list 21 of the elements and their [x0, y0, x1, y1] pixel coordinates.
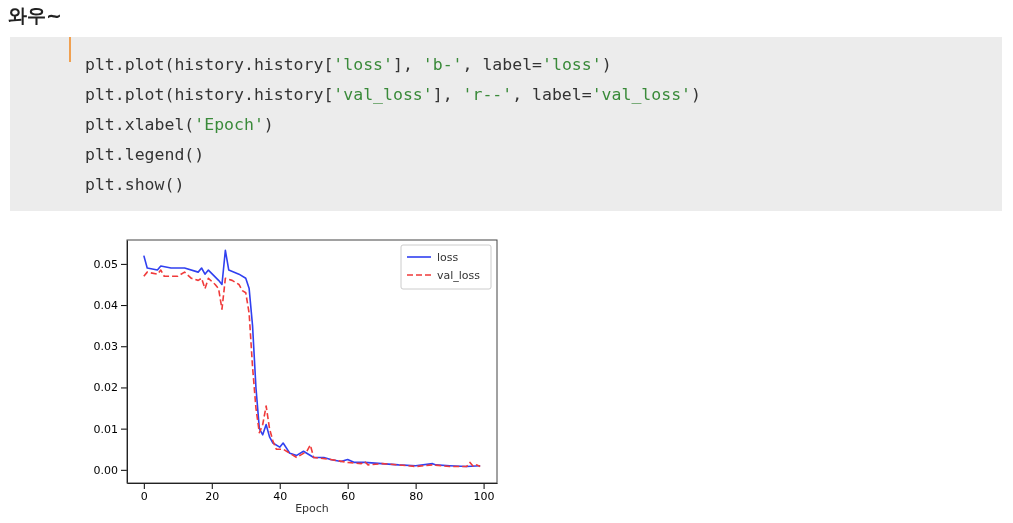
x-tick-label: 40: [273, 489, 288, 503]
text: plt.plot(history.history['loss'], 'b-', label='loss'): [85, 55, 612, 74]
y-tick-label: 0.04: [93, 299, 118, 313]
x-tick-label: 0: [140, 489, 148, 503]
text: plt.xlabel('Epoch'): [85, 115, 274, 134]
x-tick-label: 60: [341, 489, 356, 503]
y-tick-label: 0.01: [93, 422, 118, 436]
legend-label: val_loss: [437, 269, 481, 282]
x-axis-title: Epoch: [295, 502, 329, 515]
y-tick-label: 0.05: [93, 257, 118, 271]
y-tick-label: 0.00: [93, 463, 118, 477]
x-tick-label: 100: [473, 489, 495, 503]
x-tick-label: 80: [409, 489, 424, 503]
x-tick-label: 20: [205, 489, 220, 503]
y-tick-label: 0.03: [93, 340, 118, 354]
text: plt.legend(): [85, 145, 205, 164]
chart-title: 와우~: [8, 4, 62, 26]
text: plt.plot(history.history['val_loss'], 'r--', label='val_loss'): [85, 85, 701, 104]
legend-label: loss: [437, 251, 459, 264]
y-tick-label: 0.02: [93, 381, 118, 395]
text: plt.show(): [85, 175, 185, 194]
